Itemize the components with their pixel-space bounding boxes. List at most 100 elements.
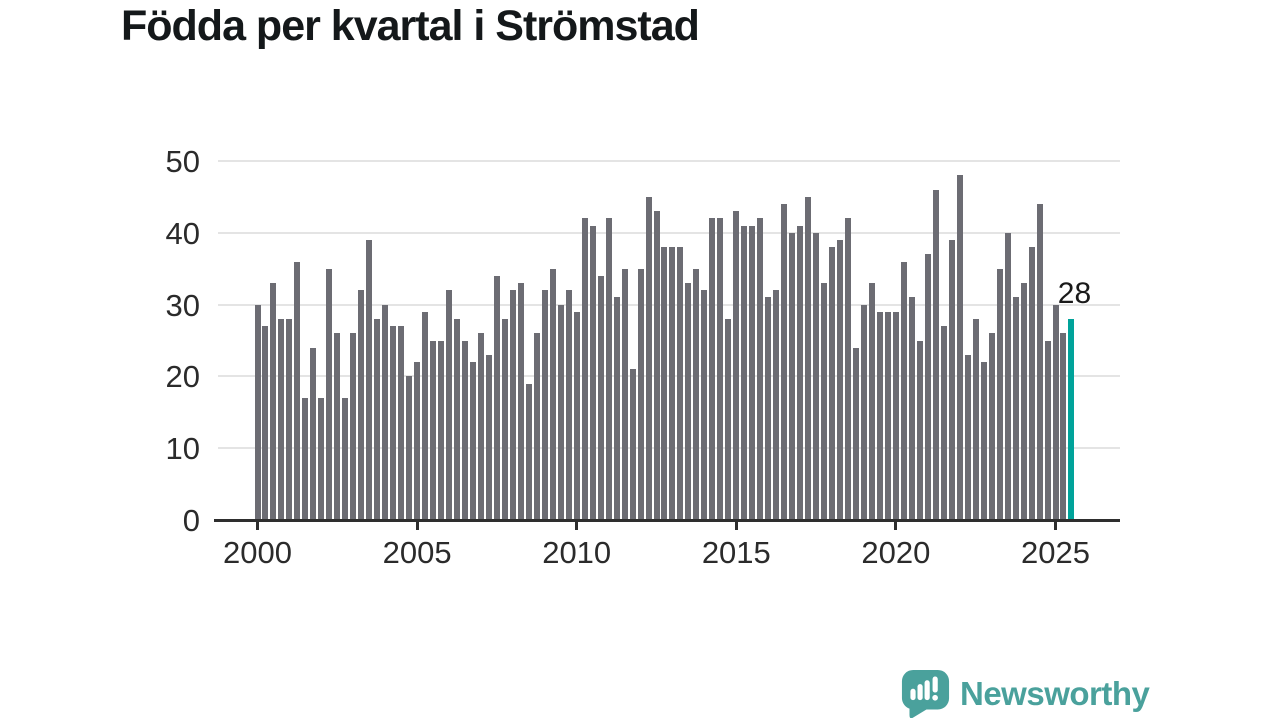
- bar: [837, 239, 844, 520]
- bar: [709, 218, 716, 520]
- bar: [501, 318, 508, 520]
- bar: [717, 218, 724, 520]
- bar: [964, 354, 971, 520]
- x-tick-mark: [894, 520, 898, 530]
- bar: [765, 297, 772, 520]
- bar: [446, 290, 453, 520]
- bar: [278, 318, 285, 520]
- bar: [693, 268, 700, 520]
- bar: [789, 232, 796, 520]
- x-tick-mark: [734, 520, 738, 530]
- bar: [262, 326, 269, 520]
- bar: [422, 311, 429, 520]
- bar: [884, 311, 891, 520]
- logo-bar-small: [910, 688, 916, 701]
- y-tick-label: 10: [165, 431, 200, 467]
- x-axis-line: [214, 519, 1120, 522]
- bar: [326, 268, 333, 520]
- bar: [629, 369, 636, 520]
- gridline: [218, 375, 1120, 378]
- bar: [900, 261, 907, 520]
- x-tick-mark: [1054, 520, 1057, 530]
- bar: [366, 239, 373, 520]
- bar: [565, 290, 572, 520]
- bar: [1028, 247, 1035, 520]
- x-tick-mark: [256, 520, 259, 530]
- bar: [876, 311, 883, 520]
- y-tick-label: 20: [165, 359, 200, 395]
- plot-area: 0 10 20 30 40 50 2000 2005 2010 2015 2020 2025 28: [166, 144, 1120, 570]
- bar: [853, 347, 859, 520]
- gridline: [218, 231, 1120, 234]
- bar: [813, 232, 820, 520]
- bar: [860, 304, 867, 520]
- bar: [430, 340, 437, 520]
- bar: [685, 283, 692, 520]
- bar: [645, 196, 652, 520]
- bar: [1052, 304, 1059, 520]
- bar: [892, 311, 899, 520]
- logo-exclamation-dot: [932, 694, 938, 701]
- bar: [821, 283, 828, 520]
- bar: [621, 268, 628, 520]
- x-tick-mark: [575, 520, 579, 530]
- bar: [541, 290, 548, 520]
- bar: [549, 268, 556, 520]
- bar: [932, 189, 939, 520]
- bar: [254, 304, 261, 520]
- bar: [390, 326, 397, 520]
- bar: [1060, 333, 1067, 520]
- bar: [613, 297, 620, 520]
- bar: [1020, 283, 1027, 520]
- bar: [382, 304, 389, 520]
- bar: [773, 290, 780, 520]
- gridline: [218, 447, 1120, 450]
- bar: [733, 211, 740, 520]
- bar: [956, 175, 963, 520]
- chart-title: Födda per kvartal i Strömstad: [121, 2, 700, 50]
- bar: [485, 354, 492, 520]
- bar: [493, 275, 500, 520]
- x-tick-label: 2010: [542, 535, 612, 570]
- x-tick-label: 2020: [861, 535, 931, 570]
- y-tick-label: 30: [165, 287, 200, 323]
- x-tick-label: 2025: [1021, 535, 1090, 570]
- bar: [533, 333, 540, 520]
- bar: [334, 333, 341, 520]
- bar: [653, 211, 660, 520]
- bar: [302, 397, 309, 520]
- y-tick-label: 40: [165, 215, 200, 251]
- logo-bar-medium: [917, 684, 923, 701]
- bar: [597, 275, 604, 520]
- bar: [294, 261, 301, 520]
- bar: [637, 268, 644, 520]
- bar: [797, 225, 804, 520]
- bar: [581, 218, 588, 520]
- bar: [454, 318, 460, 520]
- newsworthy-speech-bubble-icon: [901, 669, 950, 718]
- bar: [358, 290, 365, 520]
- bar: [438, 340, 445, 520]
- bar: [469, 362, 476, 520]
- x-tick-label: 2005: [382, 535, 452, 570]
- bar: [757, 218, 764, 520]
- bar: [868, 283, 875, 520]
- logo-bar-tall: [924, 680, 930, 701]
- bar: [940, 326, 947, 520]
- bar: [948, 239, 955, 520]
- bar: [677, 247, 684, 520]
- last-bar-value-label: 28: [1057, 276, 1092, 310]
- bar: [701, 290, 708, 520]
- newsworthy-logo: Newsworthy: [901, 669, 1150, 718]
- y-tick-label: 0: [182, 503, 200, 538]
- bar: [781, 204, 788, 520]
- bar: [916, 340, 923, 520]
- newsworthy-wordmark: Newsworthy: [960, 674, 1150, 712]
- bar: [845, 218, 852, 520]
- bar: [589, 225, 596, 520]
- bar: [669, 247, 676, 520]
- bar: [517, 283, 524, 520]
- x-tick-label: 2015: [701, 535, 771, 570]
- bar: [1004, 232, 1011, 520]
